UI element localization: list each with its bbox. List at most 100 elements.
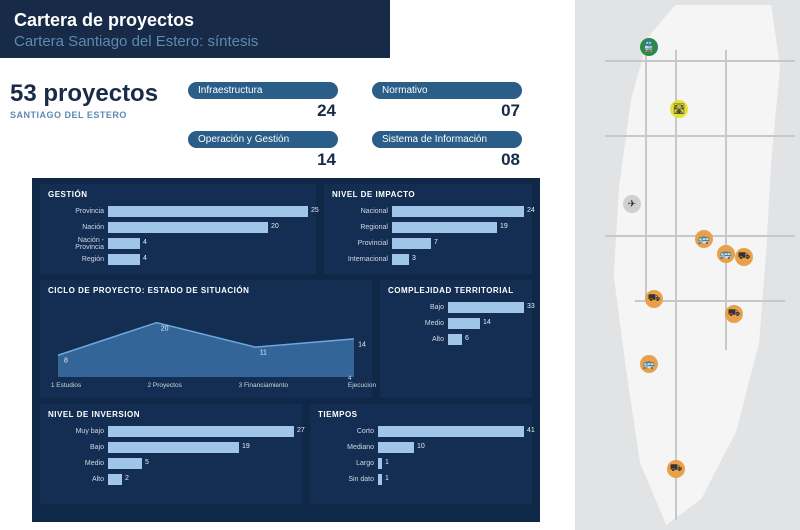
panel-complejidad: COMPLEJIDAD TERRITORIAL Bajo 33 Medio 14… bbox=[380, 280, 532, 398]
bar-fill bbox=[448, 318, 480, 329]
bar-fill bbox=[108, 426, 294, 437]
panel-tiempos: TIEMPOS Corto 41 Mediano 10 Largo 1 Sin … bbox=[310, 404, 532, 504]
rail-icon: 🚆 bbox=[640, 38, 658, 56]
bar-value: 7 bbox=[434, 239, 438, 246]
bar-row: Medio 14 bbox=[388, 317, 524, 330]
bar-fill bbox=[448, 334, 462, 345]
bar-track: 1 bbox=[378, 474, 524, 485]
bar-row: Muy bajo 27 bbox=[48, 425, 294, 438]
map-road bbox=[605, 135, 795, 137]
project-count: 53 proyectos bbox=[10, 80, 170, 108]
bar-label: Bajo bbox=[48, 444, 108, 451]
dashboard: GESTIÓN Provincia 25 Nación 20 Nación - … bbox=[32, 178, 540, 522]
bar-label: Bajo bbox=[388, 304, 448, 311]
chart-xlabel: 3 Financiamiento bbox=[239, 382, 289, 389]
panel-title: COMPLEJIDAD TERRITORIAL bbox=[388, 286, 524, 295]
bar-label: Nación - Provincia bbox=[48, 237, 108, 251]
bar-row: Largo 1 bbox=[318, 457, 524, 470]
page-header: Cartera de proyectos Cartera Santiago de… bbox=[0, 0, 390, 58]
bar-row: Mediano 10 bbox=[318, 441, 524, 454]
chart-xlabel: 1 Estudios bbox=[51, 382, 81, 389]
bar-label: Alto bbox=[388, 336, 448, 343]
category-pill: Normativo 07 bbox=[372, 80, 542, 121]
summary-row: 53 proyectos SANTIAGO DEL ESTERO Infraes… bbox=[0, 80, 560, 170]
bus-icon: 🚌 bbox=[717, 245, 735, 263]
panel-title: NIVEL DE INVERSION bbox=[48, 410, 294, 419]
bar-fill bbox=[448, 302, 524, 313]
bar-value: 19 bbox=[242, 443, 250, 450]
pill-label: Normativo bbox=[372, 82, 522, 99]
bar-track: 1 bbox=[378, 458, 524, 469]
panel-title: TIEMPOS bbox=[318, 410, 524, 419]
pill-label: Infraestructura bbox=[188, 82, 338, 99]
transport-icon: ⛟ bbox=[725, 305, 743, 323]
bar-value: 33 bbox=[527, 303, 535, 310]
map-road bbox=[605, 60, 795, 62]
bar-label: Medio bbox=[388, 320, 448, 327]
transport-icon: ⛟ bbox=[645, 290, 663, 308]
bar-label: Corto bbox=[318, 428, 378, 435]
bar-track: 6 bbox=[448, 334, 524, 345]
chart-point-value: 8 bbox=[64, 358, 68, 365]
bar-value: 24 bbox=[527, 207, 535, 214]
bar-row: Alto 6 bbox=[388, 333, 524, 346]
pill-value: 08 bbox=[372, 148, 542, 170]
bar-value: 27 bbox=[297, 427, 305, 434]
airplane-icon: ✈ bbox=[623, 195, 641, 213]
bar-fill bbox=[392, 254, 409, 265]
bar-fill bbox=[108, 474, 122, 485]
area-chart: 82011141 Estudios2 Proyectos3 Financiami… bbox=[48, 301, 364, 389]
bar-row: Nacional 24 bbox=[332, 205, 524, 218]
bar-fill bbox=[108, 458, 142, 469]
bar-track: 5 bbox=[108, 458, 294, 469]
panel-title: GESTIÓN bbox=[48, 190, 308, 199]
bar-value: 4 bbox=[143, 255, 147, 262]
bar-row: Corto 41 bbox=[318, 425, 524, 438]
map-region-outline bbox=[605, 5, 780, 525]
bar-track: 25 bbox=[108, 206, 308, 217]
bar-row: Regional 19 bbox=[332, 221, 524, 234]
bar-row: Medio 5 bbox=[48, 457, 294, 470]
chart-point-value: 20 bbox=[161, 325, 169, 332]
panel-gestion: GESTIÓN Provincia 25 Nación 20 Nación - … bbox=[40, 184, 316, 274]
bar-value: 1 bbox=[385, 475, 389, 482]
bar-fill bbox=[378, 458, 382, 469]
bar-row: Bajo 33 bbox=[388, 301, 524, 314]
bar-value: 20 bbox=[271, 223, 279, 230]
bar-track: 24 bbox=[392, 206, 524, 217]
bar-track: 2 bbox=[108, 474, 294, 485]
bar-label: Región bbox=[48, 256, 108, 263]
map-road bbox=[725, 50, 727, 350]
bar-track: 41 bbox=[378, 426, 524, 437]
region-name: SANTIAGO DEL ESTERO bbox=[10, 110, 170, 120]
bar-label: Alto bbox=[48, 476, 108, 483]
bar-value: 10 bbox=[417, 443, 425, 450]
bar-fill bbox=[108, 222, 268, 233]
bar-label: Provincia bbox=[48, 208, 108, 215]
bar-track: 4 bbox=[108, 254, 308, 265]
header-subtitle: Cartera Santiago del Estero: síntesis bbox=[14, 33, 376, 50]
map-panel: 🚆🛣✈🚌🚌⛟⛟⛟🚌⛟ bbox=[575, 0, 800, 530]
bar-label: Largo bbox=[318, 460, 378, 467]
map: 🚆🛣✈🚌🚌⛟⛟⛟🚌⛟ bbox=[575, 0, 800, 530]
bar-value: 41 bbox=[527, 427, 535, 434]
transport-icon: ⛟ bbox=[735, 248, 753, 266]
bar-track: 7 bbox=[392, 238, 524, 249]
bar-row: Nación - Provincia 4 bbox=[48, 237, 308, 250]
bar-label: Nacional bbox=[332, 208, 392, 215]
chart-point-value: 14 bbox=[358, 341, 366, 348]
bar-fill bbox=[378, 474, 382, 485]
bar-row: Bajo 19 bbox=[48, 441, 294, 454]
bar-track: 20 bbox=[108, 222, 308, 233]
panel-ciclo: CICLO DE PROYECTO: ESTADO DE SITUACIÓN 8… bbox=[40, 280, 372, 398]
bar-fill bbox=[392, 238, 431, 249]
bar-value: 4 bbox=[143, 239, 147, 246]
bar-track: 27 bbox=[108, 426, 294, 437]
map-road bbox=[645, 50, 647, 300]
bar-row: Provincial 7 bbox=[332, 237, 524, 250]
bus-icon: 🚌 bbox=[640, 355, 658, 373]
bar-track: 10 bbox=[378, 442, 524, 453]
category-pills: Infraestructura 24Normativo 07Operación … bbox=[188, 80, 542, 170]
pill-value: 14 bbox=[188, 148, 358, 170]
bar-label: Regional bbox=[332, 224, 392, 231]
